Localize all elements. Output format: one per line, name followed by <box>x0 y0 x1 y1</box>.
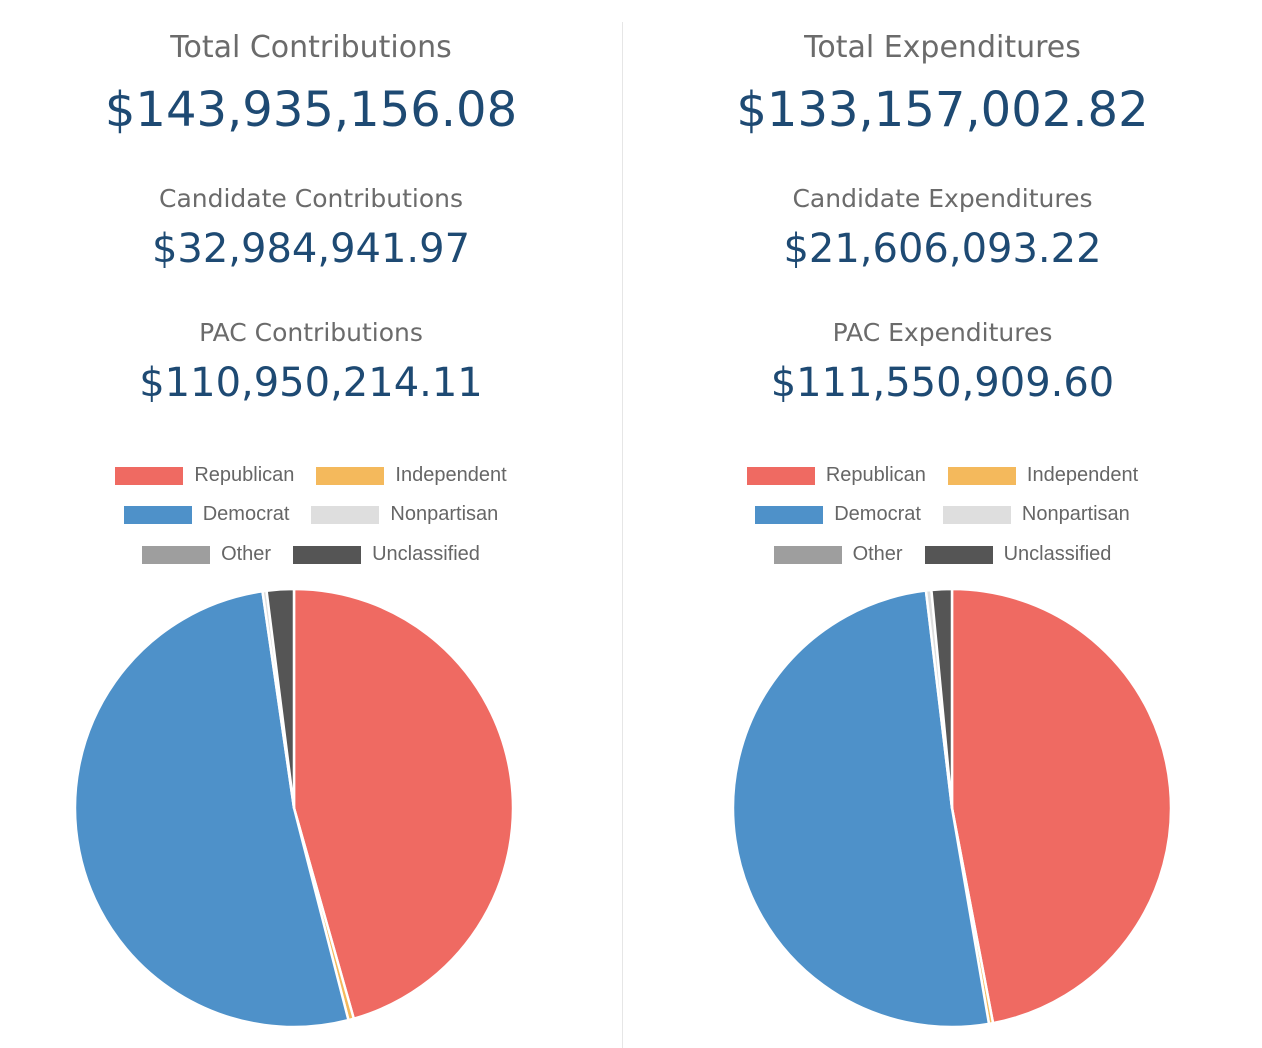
legend-swatch-unclassified <box>293 545 362 564</box>
legend-label-other: Other <box>221 543 272 565</box>
legend-label-unclassified: Unclassified <box>372 543 480 565</box>
pie-slice-democrat[interactable] <box>731 589 991 1029</box>
total-contributions-label: Total Contributions <box>170 30 452 65</box>
total-expenditures-label: Total Expenditures <box>804 30 1081 65</box>
legend-swatch-nonpartisan <box>311 505 380 524</box>
pie-slice-republican[interactable] <box>950 587 1173 1025</box>
legend-swatch-other <box>773 545 842 564</box>
legend-item-other[interactable]: Other <box>773 543 903 566</box>
legend-item-republican[interactable]: Republican <box>115 464 294 487</box>
contributions-panel: Total Contributions $143,935,156.08 Cand… <box>0 0 622 1048</box>
legend-swatch-unclassified <box>924 545 993 564</box>
legend-label-unclassified: Unclassified <box>1003 543 1112 565</box>
legend-swatch-republican <box>115 466 184 485</box>
legend-item-nonpartisan[interactable]: Nonpartisan <box>942 503 1130 526</box>
expenditures-pie-chart <box>731 587 1173 1029</box>
expenditures-panel: Total Expenditures $133,157,002.82 Candi… <box>623 0 1262 1048</box>
total-contributions-value: $143,935,156.08 <box>104 82 518 138</box>
pie-slice-unclassified[interactable] <box>930 587 954 810</box>
legend-row: Democrat Nonpartisan <box>0 503 622 526</box>
legend-item-unclassified[interactable]: Unclassified <box>293 543 480 566</box>
contributions-pie-chart <box>73 587 515 1029</box>
total-expenditures-value: $133,157,002.82 <box>736 82 1149 138</box>
legend-row: Democrat Nonpartisan <box>623 503 1262 526</box>
candidate-expenditures-value: $21,606,093.22 <box>783 226 1102 272</box>
candidate-contributions-value: $32,984,941.97 <box>151 226 471 272</box>
legend-swatch-other <box>142 545 211 564</box>
legend-label-independent: Independent <box>1026 464 1139 486</box>
legend-label-independent: Independent <box>395 464 507 486</box>
pac-expenditures-value: $111,550,909.60 <box>770 360 1115 406</box>
pac-expenditures-label: PAC Expenditures <box>832 318 1053 347</box>
legend-item-other[interactable]: Other <box>142 543 271 566</box>
legend-swatch-independent <box>316 466 385 485</box>
legend-swatch-democrat <box>755 505 824 524</box>
legend-item-unclassified[interactable]: Unclassified <box>924 543 1112 566</box>
pie-slice-unclassified[interactable] <box>265 587 296 810</box>
legend-row: Republican Independent <box>623 464 1262 487</box>
legend-item-democrat[interactable]: Democrat <box>123 503 290 526</box>
legend-item-independent[interactable]: Independent <box>947 464 1139 487</box>
legend-label-republican: Republican <box>825 464 926 486</box>
legend-row: Other Unclassified <box>0 543 622 566</box>
legend-label-other: Other <box>852 543 903 565</box>
legend-label-nonpartisan: Nonpartisan <box>390 503 499 525</box>
legend-swatch-independent <box>947 466 1016 485</box>
legend-item-independent[interactable]: Independent <box>316 464 507 487</box>
legend-label-democrat: Democrat <box>202 503 290 525</box>
pie-slice-republican[interactable] <box>292 587 515 1020</box>
candidate-expenditures-label: Candidate Expenditures <box>792 184 1093 213</box>
legend-item-nonpartisan[interactable]: Nonpartisan <box>311 503 498 526</box>
pie-slice-democrat[interactable] <box>73 590 350 1029</box>
legend-label-democrat: Democrat <box>834 503 921 525</box>
legend-row: Republican Independent <box>0 464 622 487</box>
legend-label-republican: Republican <box>194 464 295 486</box>
pac-contributions-label: PAC Contributions <box>199 318 423 347</box>
legend-swatch-nonpartisan <box>942 505 1011 524</box>
candidate-contributions-label: Candidate Contributions <box>158 184 463 213</box>
legend-swatch-republican <box>746 466 815 485</box>
legend-label-nonpartisan: Nonpartisan <box>1021 503 1130 525</box>
legend-item-republican[interactable]: Republican <box>746 464 926 487</box>
legend-swatch-democrat <box>123 505 192 524</box>
column-divider <box>622 22 623 1048</box>
legend-row: Other Unclassified <box>623 543 1262 566</box>
legend-item-democrat[interactable]: Democrat <box>755 503 921 526</box>
pac-contributions-value: $110,950,214.11 <box>139 360 483 406</box>
